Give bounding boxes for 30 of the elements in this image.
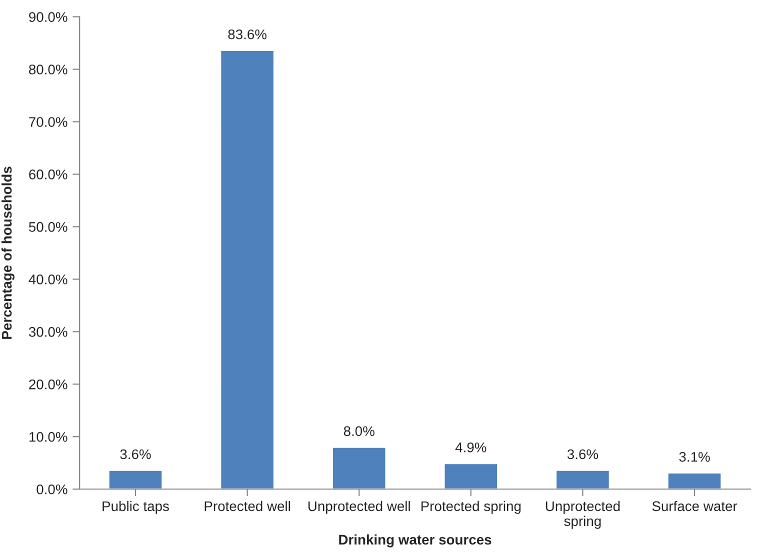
data-label: 3.1% bbox=[679, 452, 710, 462]
y-tick-label: 0.0% bbox=[36, 484, 68, 494]
x-tick-label: Unprotected well bbox=[308, 500, 410, 514]
bar bbox=[443, 462, 498, 490]
y-tick-label: 10.0% bbox=[29, 432, 68, 442]
y-tick-label: 50.0% bbox=[28, 222, 68, 232]
x-tick-label: Public taps bbox=[102, 500, 169, 514]
data-label: 3.6% bbox=[567, 449, 598, 460]
data-label: 83.6% bbox=[228, 29, 266, 40]
bar bbox=[332, 446, 387, 490]
y-tick-label: 80.0% bbox=[29, 64, 68, 74]
x-tick-label: Protected spring bbox=[421, 500, 521, 514]
y-tick-label: 20.0% bbox=[29, 379, 68, 390]
x-tick-label: Protected well bbox=[204, 500, 290, 512]
bar bbox=[220, 50, 275, 490]
data-label: 8.0% bbox=[344, 426, 374, 436]
x-tick-label: Unprotected spring bbox=[546, 500, 620, 529]
data-label: 4.9% bbox=[455, 442, 486, 452]
x-axis-title: Drinking water sources bbox=[339, 534, 492, 548]
data-label: 3.6% bbox=[120, 449, 151, 460]
y-axis-title: Percentage of households bbox=[2, 166, 15, 339]
y-tick-label: 40.0% bbox=[28, 274, 68, 284]
bar bbox=[555, 470, 610, 490]
bar bbox=[666, 472, 722, 490]
y-tick-label: 70.0% bbox=[29, 117, 68, 127]
bar bbox=[108, 470, 164, 490]
x-tick-label: Surface water bbox=[652, 500, 738, 512]
y-tick-label: 90.0% bbox=[29, 12, 68, 22]
y-tick-label: 30.0% bbox=[28, 327, 68, 337]
y-tick-label: 60.0% bbox=[29, 170, 68, 180]
